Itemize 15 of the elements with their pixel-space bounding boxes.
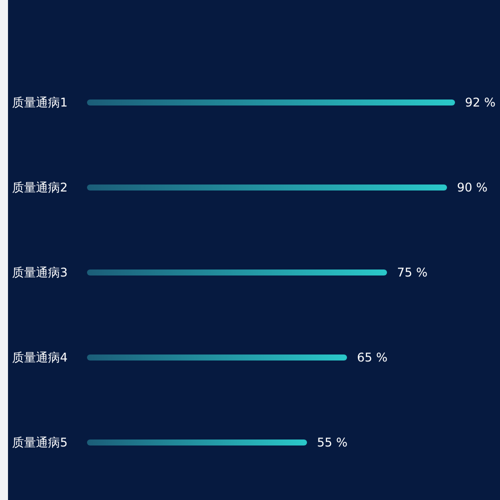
y-tick-label: 质量通病2 bbox=[12, 180, 68, 194]
y-tick-label: 质量通病1 bbox=[12, 96, 68, 110]
data-label: 55 % bbox=[317, 436, 348, 450]
data-label: 65 % bbox=[357, 350, 388, 364]
y-tick-label: 质量通病3 bbox=[12, 266, 68, 280]
bar bbox=[87, 354, 347, 360]
bar bbox=[87, 440, 307, 446]
bar bbox=[87, 100, 455, 106]
bar bbox=[87, 184, 447, 190]
data-label: 92 % bbox=[465, 96, 496, 110]
data-label: 75 % bbox=[397, 266, 428, 280]
data-label: 90 % bbox=[457, 180, 488, 194]
bar bbox=[87, 270, 387, 276]
y-tick-label: 质量通病4 bbox=[12, 350, 68, 364]
y-tick-label: 质量通病5 bbox=[12, 436, 68, 450]
